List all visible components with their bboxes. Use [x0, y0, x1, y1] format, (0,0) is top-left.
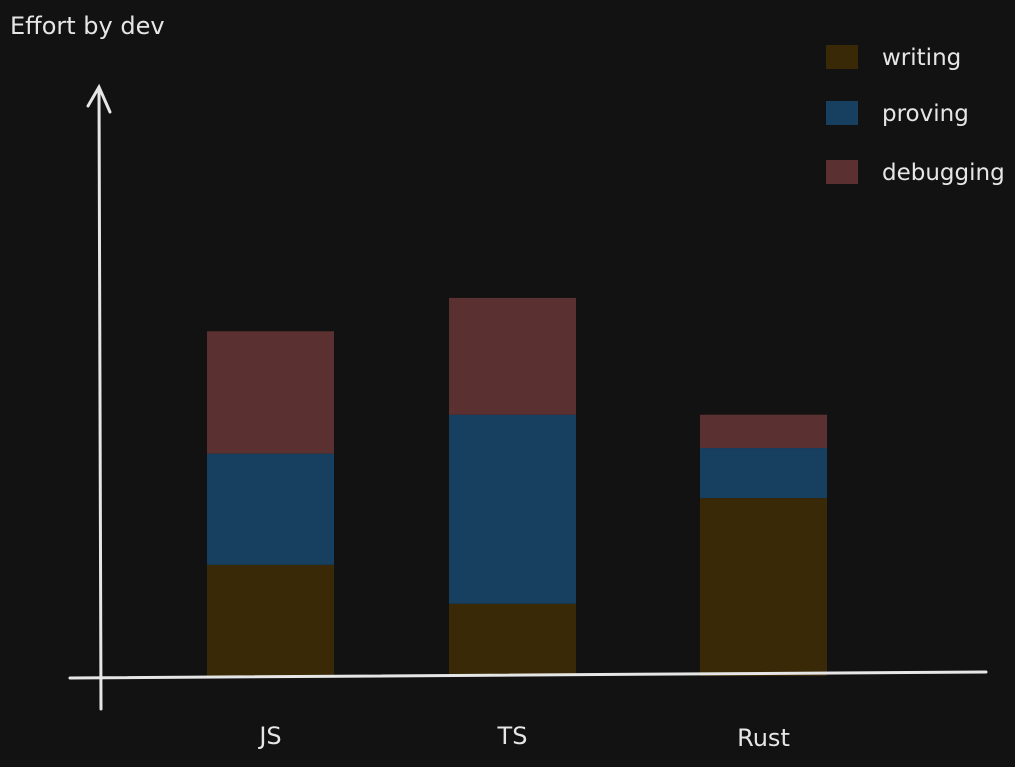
legend-label-debugging: debugging — [882, 160, 1005, 186]
y-axis-arrow-icon — [86, 83, 112, 114]
legend-swatch-proving — [826, 101, 858, 125]
legend-label-proving: proving — [882, 101, 969, 127]
legend: writing proving debugging — [826, 45, 1005, 186]
bar-rust-writing — [700, 498, 827, 676]
bar-rust-debugging — [700, 414, 827, 449]
bar-ts-debugging — [449, 297, 576, 415]
chart-title: Effort by dev — [10, 12, 165, 40]
y-axis-line — [97, 86, 103, 711]
x-axis-line — [68, 670, 988, 680]
bars-group — [207, 297, 827, 676]
bar-js-writing — [207, 564, 334, 676]
bar-js-debugging — [207, 331, 334, 454]
bar-rust-proving — [700, 448, 827, 499]
x-tick-label: TS — [497, 722, 528, 750]
bar-ts-proving — [449, 414, 576, 604]
legend-swatch-writing — [826, 45, 858, 69]
legend-label-writing: writing — [882, 45, 961, 71]
x-tick-labels: JS TS Rust — [257, 722, 790, 752]
bar-ts-writing — [449, 603, 576, 676]
x-tick-label: Rust — [737, 724, 790, 752]
bar-js-proving — [207, 453, 334, 565]
legend-swatch-debugging — [826, 160, 858, 184]
x-tick-label: JS — [257, 722, 281, 750]
